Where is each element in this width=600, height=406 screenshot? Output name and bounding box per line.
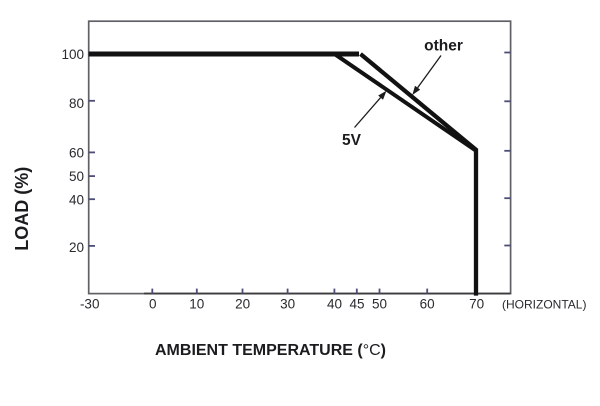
svg-text:45: 45 bbox=[349, 297, 364, 312]
svg-text:LOAD (%): LOAD (%) bbox=[12, 167, 32, 251]
svg-text:other: other bbox=[424, 38, 463, 55]
svg-text:40: 40 bbox=[69, 192, 84, 207]
svg-text:20: 20 bbox=[69, 240, 84, 255]
svg-text:0: 0 bbox=[149, 297, 157, 312]
svg-text:5V: 5V bbox=[342, 132, 362, 149]
svg-text:30: 30 bbox=[280, 297, 295, 312]
svg-text:60: 60 bbox=[69, 145, 84, 160]
svg-text:50: 50 bbox=[372, 297, 387, 312]
svg-text:-30: -30 bbox=[80, 297, 100, 312]
svg-text:100: 100 bbox=[61, 47, 84, 62]
svg-text:10: 10 bbox=[189, 297, 204, 312]
svg-text:40: 40 bbox=[327, 297, 342, 312]
svg-text:AMBIENT TEMPERATURE (°C): AMBIENT TEMPERATURE (°C) bbox=[155, 342, 386, 359]
svg-text:60: 60 bbox=[420, 297, 435, 312]
svg-text:(HORIZONTAL): (HORIZONTAL) bbox=[502, 297, 586, 311]
svg-text:20: 20 bbox=[235, 297, 250, 312]
svg-text:80: 80 bbox=[69, 96, 84, 111]
svg-text:70: 70 bbox=[469, 297, 484, 312]
svg-text:50: 50 bbox=[69, 169, 84, 184]
